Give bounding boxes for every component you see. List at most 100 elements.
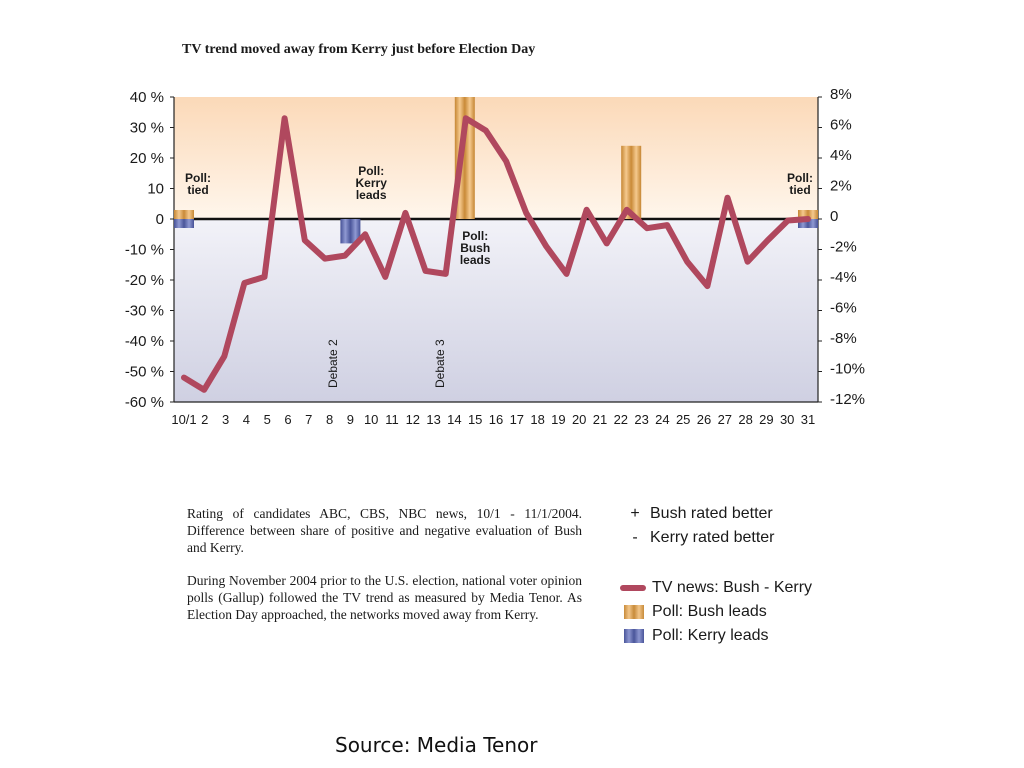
poll-kerry-leads-line-0: Poll:	[358, 164, 384, 178]
x-tick-label-0: 10/1	[171, 412, 196, 427]
right-tick-label-5: -2%	[830, 239, 857, 256]
x-tick-label-28: 29	[759, 412, 773, 427]
x-tick-label-2: 3	[222, 412, 229, 427]
right-tick-label-9: -10%	[830, 361, 865, 378]
x-tick-label-15: 16	[489, 412, 503, 427]
right-tick-label-4: 0	[830, 208, 838, 225]
x-tick-label-20: 21	[593, 412, 607, 427]
poll-tied-left-line-0: Poll:	[185, 171, 211, 185]
x-tick-label-21: 22	[614, 412, 628, 427]
right-tick-label-3: 2%	[830, 178, 852, 195]
x-tick-label-22: 23	[634, 412, 648, 427]
negative-background	[174, 219, 818, 402]
legend-kerry-label: Poll: Kerry leads	[652, 627, 769, 644]
x-tick-label-19: 20	[572, 412, 586, 427]
minus-symbol: -	[632, 529, 638, 546]
x-tick-label-3: 4	[243, 412, 250, 427]
notes-paragraph-2: During November 2004 prior to the U.S. e…	[187, 573, 582, 622]
x-tick-label-7: 8	[326, 412, 333, 427]
left-tick-label-6: -20 %	[125, 272, 164, 289]
x-tick-label-13: 14	[447, 412, 461, 427]
poll-bar-bush-2	[454, 97, 475, 219]
right-tick-label-8: -8%	[830, 330, 857, 347]
x-tick-label-14: 15	[468, 412, 482, 427]
right-tick-label-2: 4%	[830, 147, 852, 164]
left-tick-label-0: 40 %	[130, 89, 164, 106]
x-tick-label-27: 28	[738, 412, 752, 427]
poll-tied-left-line-1: tied	[187, 183, 208, 197]
x-tick-label-18: 19	[551, 412, 565, 427]
x-tick-label-16: 17	[510, 412, 524, 427]
right-axis: 8% 6% 4% 2% 0 -2% -4% -6% -8% -10% -12%	[818, 86, 865, 408]
chart-title: TV trend moved away from Kerry just befo…	[182, 42, 535, 57]
x-tick-label-4: 5	[264, 412, 271, 427]
x-tick-label-1: 2	[201, 412, 208, 427]
chart-notes: Rating of candidates ABC, CBS, NBC news,…	[187, 505, 582, 639]
legend-bush-label: Poll: Bush leads	[652, 603, 767, 620]
plot-area	[173, 97, 819, 403]
tv-news-series	[181, 115, 811, 393]
legend-minus: - Kerry rated better	[620, 526, 880, 550]
debate-2-label: Debate 2	[326, 339, 340, 388]
poll-bush-leads-line-0: Poll:	[462, 229, 488, 243]
poll-bar-tied-kerry-0	[174, 219, 194, 228]
legend-kerry: Poll: Kerry leads	[620, 624, 880, 648]
x-tick-label-9: 10	[364, 412, 378, 427]
source-caption: Source: Media Tenor	[335, 733, 538, 757]
poll-kerry-leads-line-1: Kerry	[356, 176, 388, 190]
right-tick-label-10: -12%	[830, 391, 865, 408]
left-tick-label-2: 20 %	[130, 150, 164, 167]
left-axis: 40 % 30 % 20 % 10 0 -10 % -20 % -30 % -40 % -50 %…	[125, 89, 174, 411]
bush-swatch-icon	[624, 605, 644, 619]
kerry-swatch-icon	[624, 629, 644, 643]
poll-tied-right-line-1: tied	[789, 183, 810, 197]
poll-bar-tied-kerry-4	[798, 219, 818, 228]
left-tick-label-1: 30 %	[130, 120, 164, 137]
legend: + Bush rated better - Kerry rated better…	[620, 502, 880, 648]
legend-plus: + Bush rated better	[620, 502, 880, 526]
positive-background	[174, 97, 818, 219]
left-tick-label-10: -60 %	[125, 394, 164, 411]
x-tick-label-23: 24	[655, 412, 669, 427]
poll-tied-right-line-0: Poll:	[787, 171, 813, 185]
left-tick-label-3: 10	[147, 181, 164, 198]
x-tick-label-29: 30	[780, 412, 794, 427]
x-tick-label-6: 7	[305, 412, 312, 427]
debate-3-label: Debate 3	[433, 339, 447, 388]
x-axis: 10/1 2 3 4 5 6 7 8 9 10 11 12 13 14 15 16 17 18 19 20 21 22 23…	[171, 412, 815, 427]
left-tick-label-8: -40 %	[125, 333, 164, 350]
x-tick-label-12: 13	[426, 412, 440, 427]
x-tick-label-5: 6	[284, 412, 291, 427]
tv-news-line	[181, 115, 811, 393]
right-tick-label-7: -6%	[830, 300, 857, 317]
poll-bar-tied-bush-0	[174, 210, 194, 219]
poll-kerry-leads-line-2: leads	[356, 188, 387, 202]
notes-paragraph-1: Rating of candidates ABC, CBS, NBC news,…	[187, 506, 582, 555]
legend-line: TV news: Bush - Kerry	[620, 576, 880, 600]
x-tick-label-8: 9	[347, 412, 354, 427]
x-tick-label-17: 18	[530, 412, 544, 427]
left-tick-label-7: -30 %	[125, 303, 164, 320]
left-tick-label-5: -10 %	[125, 242, 164, 259]
x-tick-label-30: 31	[801, 412, 815, 427]
x-tick-label-24: 25	[676, 412, 690, 427]
legend-minus-label: Kerry rated better	[650, 529, 775, 546]
poll-bar-kerry-1	[340, 219, 361, 244]
chart: TV trend moved away from Kerry just befo…	[125, 42, 865, 427]
plus-symbol: +	[630, 505, 640, 522]
legend-plus-label: Bush rated better	[650, 505, 773, 522]
poll-bush-leads-line-1: Bush	[460, 241, 490, 255]
poll-bars	[174, 97, 818, 244]
annotations: Poll:tiedPoll:KerryleadsPoll:BushleadsPo…	[185, 164, 813, 388]
right-tick-label-1: 6%	[830, 117, 852, 134]
line-swatch-icon	[620, 585, 646, 591]
right-tick-label-0: 8%	[830, 86, 852, 103]
x-tick-label-26: 27	[718, 412, 732, 427]
right-tick-label-6: -4%	[830, 269, 857, 286]
x-tick-label-11: 12	[406, 412, 420, 427]
left-tick-label-9: -50 %	[125, 364, 164, 381]
poll-bar-bush-3	[621, 145, 642, 219]
legend-line-label: TV news: Bush - Kerry	[652, 579, 813, 596]
legend-bush: Poll: Bush leads	[620, 600, 880, 624]
x-tick-label-10: 11	[385, 412, 399, 427]
